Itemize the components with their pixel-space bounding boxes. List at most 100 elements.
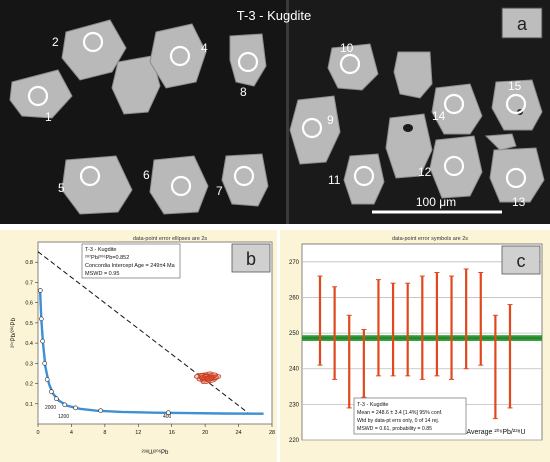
y-tick-label: 220 (289, 438, 300, 444)
spot-7 (233, 165, 255, 187)
sample-title: T-3 - Kugdite (237, 8, 311, 23)
analysis-spots (27, 31, 527, 197)
weighted-mean-marks (302, 268, 542, 420)
x-tick-label: 8 (103, 430, 106, 436)
grain-label-13: 13 (512, 195, 526, 209)
concordia-chart-svg: data-point error ellipses are 2s 0.10.20… (10, 236, 275, 456)
grain-label-5: 5 (58, 181, 65, 195)
panel-a-sem-image: T-3 - Kugdite a 1 2 4 8 5 6 7 10 9 11 14… (0, 0, 550, 224)
y-tick-label: 0.3 (25, 361, 33, 367)
y-tick-label: 0.5 (25, 321, 33, 327)
chart-b-ylabel: ²⁰⁷Pb/²⁰⁶Pb (10, 317, 17, 347)
spot-6 (170, 175, 192, 197)
spot-5 (79, 165, 101, 187)
grain-label-8: 8 (240, 85, 247, 99)
y-tick-label: 0.1 (25, 402, 33, 408)
x-tick-label: 4 (70, 430, 73, 436)
spot-10 (339, 53, 361, 75)
y-tick-group: 0.1 0.2 0.3 0.4 0.5 0.6 0.7 0.8 (25, 260, 38, 408)
concordia-marks (37, 251, 264, 415)
grain-12 (429, 135, 483, 199)
grain-6 (149, 155, 209, 215)
legend-c-line2: Mean = 248.6 ± 3.4 [1.4%] 95% conf. (357, 410, 442, 416)
grain-label-6: 6 (143, 168, 150, 182)
concordia-age-marker (166, 410, 171, 415)
spot-11 (353, 165, 375, 187)
age-label-400: 400 (163, 414, 172, 420)
concordia-age-marker (44, 377, 50, 382)
grain-label-14: 14 (432, 109, 446, 123)
grain-sliver (484, 133, 517, 151)
grain-label-10: 10 (340, 41, 354, 55)
x-tick-label: 16 (169, 430, 175, 436)
chart-b-xlabel: ²³⁸U/²⁰⁶Pb (142, 449, 169, 456)
zircon-grains (9, 19, 545, 215)
grain-label-4: 4 (201, 41, 208, 55)
spot-4 (169, 45, 191, 67)
grain-1 (9, 69, 73, 119)
grain-label-9: 9 (327, 113, 334, 127)
x-tick-group: 0 4 8 12 16 20 24 28 (36, 424, 275, 436)
concordia-age-marker (38, 288, 43, 293)
concordia-age-marker (54, 396, 59, 402)
legend-b-line1: T-3 - Kugdite (85, 247, 117, 253)
spot-14 (443, 93, 465, 115)
y-tick-label: 0.6 (25, 301, 33, 307)
x-tick-label: 28 (269, 430, 275, 436)
grain-label-15: 15 (508, 79, 522, 93)
grain-10 (327, 43, 379, 91)
chart-b-legend-box (81, 243, 181, 279)
grain-4 (149, 23, 207, 89)
spot-1 (27, 85, 49, 107)
concordia-age-marker (98, 408, 103, 413)
y-tick-label: 240 (289, 367, 300, 373)
y-tick-label: 270 (289, 260, 300, 266)
grain-14 (431, 83, 483, 135)
spot-9 (301, 117, 323, 139)
pit-inclusion (403, 124, 413, 132)
grain-8 (229, 33, 267, 87)
panel-separator (277, 230, 280, 462)
y-tick-label: 250 (289, 331, 300, 337)
legend-c-line1: T-3 - Kugdite (357, 402, 389, 408)
panel-b-concordia-chart: data-point error ellipses are 2s 0.1 0.2 0… (0, 230, 277, 462)
legend-b-line3: Concordia Intercept Age = 249±4 Ma (85, 263, 176, 269)
age-label-1200: 1200 (58, 414, 69, 420)
concordia-age-marker (39, 316, 44, 322)
grain-label-12: 12 (418, 165, 432, 179)
x-tick-label: 24 (236, 430, 242, 436)
grain-13 (489, 147, 545, 203)
panel-label-b-box (231, 243, 271, 273)
spot-13 (505, 167, 527, 189)
chart-c-header: data-point error symbols are 2s (392, 236, 468, 242)
grain-label-11: 11 (328, 173, 341, 187)
grain-5 (61, 155, 133, 215)
chart-c-legend-box (353, 397, 467, 435)
grain-label-2: 2 (52, 35, 59, 49)
chart-c-xlabel: Average ²⁰⁶Pb/²³⁸U (466, 428, 525, 436)
grain-label-1: 1 (45, 110, 52, 124)
concordia-age-marker (62, 402, 68, 408)
y-tick-label: 260 (289, 295, 300, 301)
legend-c-line3: Wtd by data-pt errs only, 0 of 14 rej. (357, 418, 439, 424)
panel-c-weighted-mean-chart: data-point error symbols are 2s 220 230 24… (280, 230, 550, 462)
sem-image-canvas: T-3 - Kugdite a 1 2 4 8 5 6 7 10 9 11 14… (0, 0, 550, 224)
panel-label-c: c (517, 251, 526, 271)
weighted-mean-chart-svg: data-point error symbols are 2s 220 230 24… (289, 236, 543, 444)
concordia-age-marker (42, 361, 47, 366)
legend-b-line4: MSWD = 0.95 (85, 271, 119, 277)
legend-b-line2: ²⁰⁷Pb/²⁰⁶Pb=0.852 (85, 254, 129, 261)
y-tick-label: 0.7 (25, 280, 33, 286)
concordia-age-marker (73, 405, 78, 411)
y-tick-label: 0.4 (25, 341, 33, 347)
grain-9 (289, 95, 341, 165)
image-seam (286, 0, 289, 224)
spot-12 (443, 155, 465, 177)
legend-c-line4: MSWD = 0.61, probability = 0.85 (357, 426, 432, 432)
discordia-line (37, 251, 250, 415)
grain-15 (491, 79, 543, 131)
y-tick-label: 0.8 (25, 260, 33, 266)
age-label-2000: 2000 (45, 405, 56, 411)
x-tick-label: 0 (36, 430, 39, 436)
spot-2 (82, 31, 104, 53)
